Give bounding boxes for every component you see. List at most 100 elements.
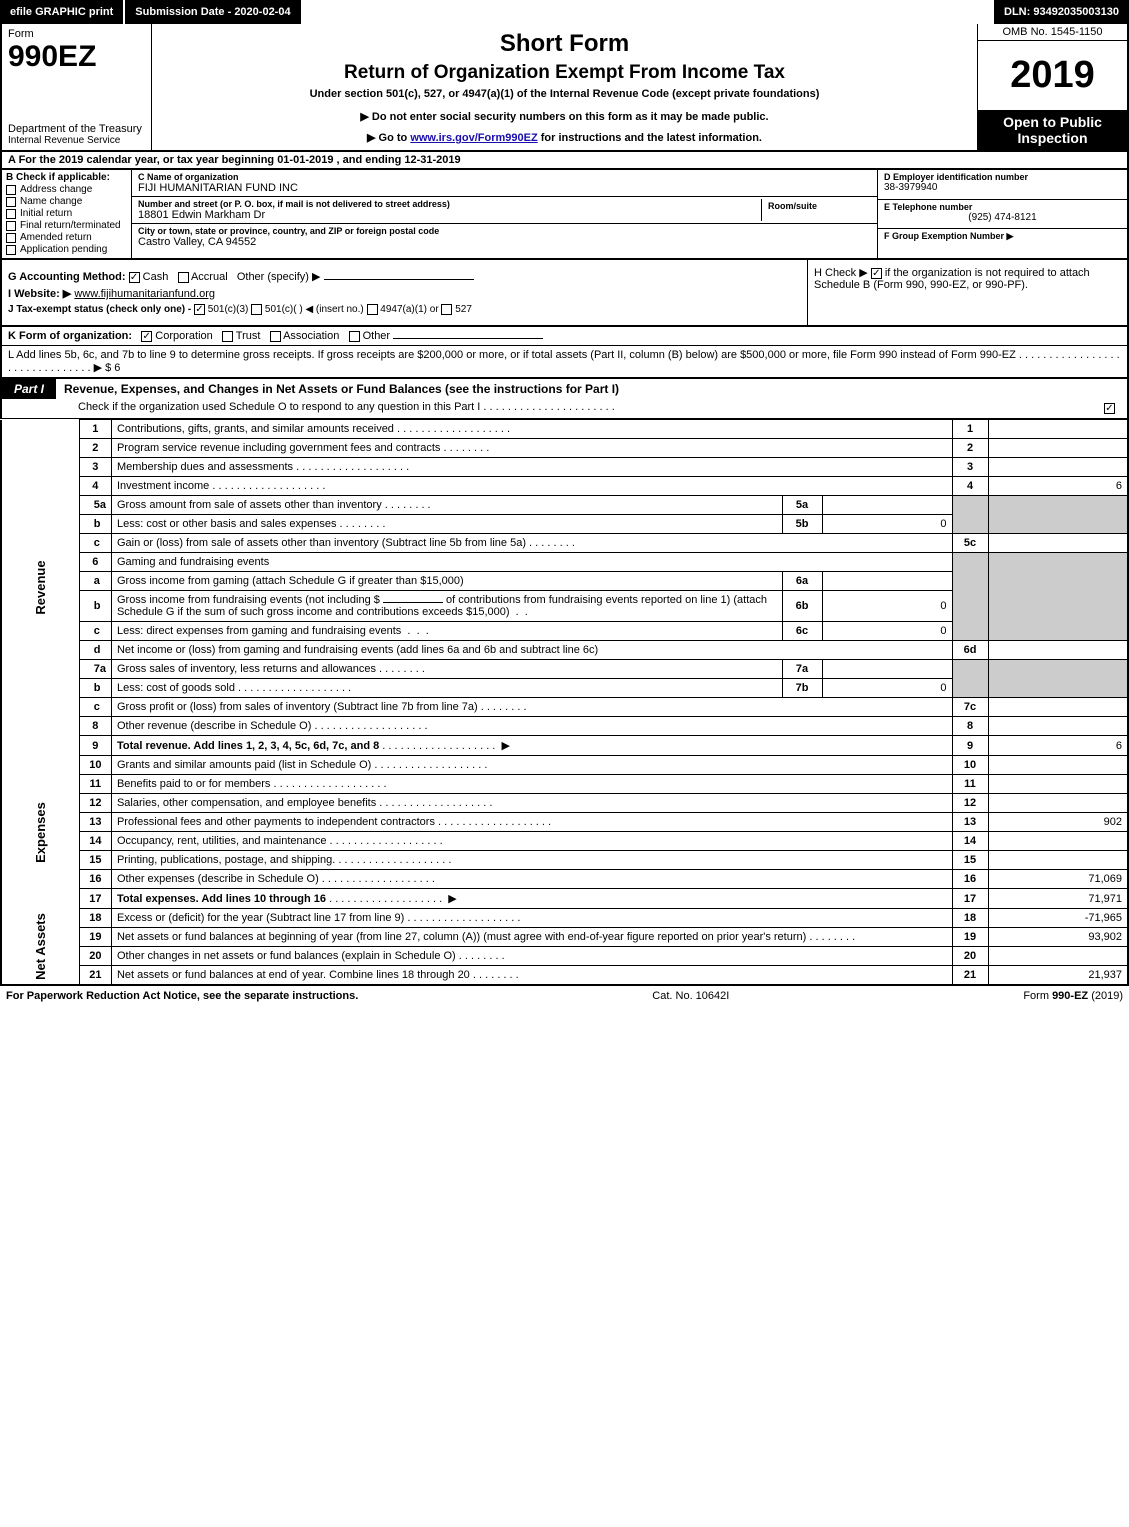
d6a: Gross income from gaming (attach Schedul… [111, 572, 782, 591]
n18: 18 [79, 909, 111, 928]
n7a: 7a [79, 660, 111, 679]
ln3: 3 [952, 458, 988, 477]
d7c: Gross profit or (loss) from sales of inv… [111, 698, 952, 717]
i-value[interactable]: www.fijihumanitarianfund.org [74, 288, 215, 300]
k-other: Other [363, 330, 391, 342]
header: Form 990EZ Department of the Treasury In… [0, 24, 1129, 152]
chk-other[interactable] [349, 331, 360, 342]
addr-label: Number and street (or P. O. box, if mail… [138, 199, 761, 209]
a11 [988, 775, 1128, 794]
section-b-mid: C Name of organization FIJI HUMANITARIAN… [132, 170, 877, 258]
footer-left: For Paperwork Reduction Act Notice, see … [6, 990, 358, 1002]
ln7c: 7c [952, 698, 988, 717]
n16: 16 [79, 870, 111, 889]
ln1: 1 [952, 420, 988, 439]
a2 [988, 439, 1128, 458]
chk-assoc[interactable] [270, 331, 281, 342]
ln5ab [952, 496, 988, 534]
a17: 71,971 [988, 889, 1128, 909]
chk-address[interactable] [6, 185, 16, 195]
chk-name[interactable] [6, 197, 16, 207]
topbar: efile GRAPHIC print Submission Date - 20… [0, 0, 1129, 24]
d14: Occupancy, rent, utilities, and maintena… [111, 832, 952, 851]
f-label: F Group Exemption Number ▶ [884, 231, 1121, 242]
chk-final[interactable] [6, 221, 16, 231]
chk-part1[interactable] [1104, 403, 1115, 414]
d7a: Gross sales of inventory, less returns a… [111, 660, 782, 679]
goto-link[interactable]: www.irs.gov/Form990EZ [410, 132, 537, 144]
ln17: 17 [952, 889, 988, 909]
header-left: Form 990EZ Department of the Treasury In… [2, 24, 152, 150]
chk-accrual[interactable] [178, 272, 189, 283]
k-corp: Corporation [155, 330, 212, 342]
d15: Printing, publications, postage, and shi… [111, 851, 952, 870]
chk-h[interactable] [871, 268, 882, 279]
other-blank [324, 279, 474, 280]
d5b: Less: cost or other basis and sales expe… [111, 515, 782, 534]
a6 [988, 553, 1128, 641]
part1-label: Part I [2, 379, 56, 399]
d1: Contributions, gifts, grants, and simila… [111, 420, 952, 439]
sn5b: 5b [782, 515, 822, 534]
chk-501c3[interactable] [194, 304, 205, 315]
header-right: OMB No. 1545-1150 2019 Open to Public In… [977, 24, 1127, 150]
n15: 15 [79, 851, 111, 870]
irs: Internal Revenue Service [8, 135, 145, 146]
sv6c: 0 [822, 622, 952, 641]
sn6b: 6b [782, 591, 822, 622]
h-pre: H Check ▶ [814, 267, 868, 279]
a8 [988, 717, 1128, 736]
row-c: C Name of organization FIJI HUMANITARIAN… [132, 170, 877, 197]
n7b: b [79, 679, 111, 698]
chk-4947[interactable] [367, 304, 378, 315]
chk-pending[interactable] [6, 245, 16, 255]
return-exempt: Return of Organization Exempt From Incom… [162, 62, 967, 84]
chk-initial[interactable] [6, 209, 16, 219]
ln10: 10 [952, 756, 988, 775]
dln: DLN: 93492035003130 [994, 0, 1129, 24]
d6b: Gross income from fundraising events (no… [111, 591, 782, 622]
i-label: I Website: ▶ [8, 288, 71, 300]
ln13: 13 [952, 813, 988, 832]
chk-501c[interactable] [251, 304, 262, 315]
section-b-right: D Employer identification number 38-3979… [877, 170, 1127, 258]
chk-corp[interactable] [141, 331, 152, 342]
d6d: Net income or (loss) from gaming and fun… [111, 641, 952, 660]
a6d [988, 641, 1128, 660]
a9: 6 [988, 736, 1128, 756]
ln18: 18 [952, 909, 988, 928]
a12 [988, 794, 1128, 813]
room-label: Room/suite [768, 201, 865, 211]
section-b-checks: B Check if applicable: Address change Na… [2, 170, 132, 258]
sn7a: 7a [782, 660, 822, 679]
d6b-pre: Gross income from fundraising events (no… [117, 594, 380, 606]
ln20: 20 [952, 947, 988, 966]
a19: 93,902 [988, 928, 1128, 947]
section-ghi: G Accounting Method: Cash Accrual Other … [0, 260, 1129, 327]
open-inspection: Open to Public Inspection [978, 110, 1127, 150]
sn5a: 5a [782, 496, 822, 515]
goto-post: for instructions and the latest informat… [541, 132, 762, 144]
efile-btn[interactable]: efile GRAPHIC print [0, 0, 125, 24]
a21: 21,937 [988, 966, 1128, 986]
n4: 4 [79, 477, 111, 496]
chk-trust[interactable] [222, 331, 233, 342]
d21: Net assets or fund balances at end of ye… [111, 966, 952, 986]
a3 [988, 458, 1128, 477]
a13: 902 [988, 813, 1128, 832]
opt-final: Final return/terminated [20, 220, 121, 231]
ln21: 21 [952, 966, 988, 986]
sv7b: 0 [822, 679, 952, 698]
chk-527[interactable] [441, 304, 452, 315]
chk-amended[interactable] [6, 233, 16, 243]
part1-title: Revenue, Expenses, and Changes in Net As… [56, 379, 1127, 399]
ln6d: 6d [952, 641, 988, 660]
n6: 6 [79, 553, 111, 572]
a16: 71,069 [988, 870, 1128, 889]
opt-amended: Amended return [20, 232, 92, 243]
goto-pre: ▶ Go to [367, 132, 410, 144]
n1: 1 [79, 420, 111, 439]
n20: 20 [79, 947, 111, 966]
chk-cash[interactable] [129, 272, 140, 283]
ln15: 15 [952, 851, 988, 870]
